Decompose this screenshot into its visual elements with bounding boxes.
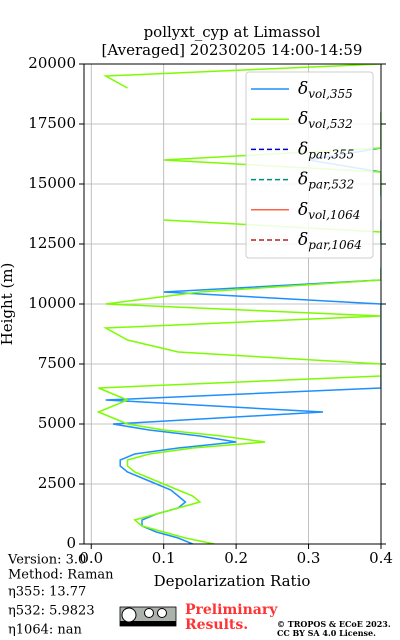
notice: Results. xyxy=(185,617,248,633)
y-tick-label: 12500 xyxy=(28,234,76,252)
license-logo xyxy=(119,606,177,627)
y-axis-label: Height (m) xyxy=(0,263,16,346)
y-tick-label: 0 xyxy=(66,534,76,552)
annotation: η355: 13.77 xyxy=(8,585,86,600)
chart-title: pollyxt_cyp at Limassol xyxy=(144,23,321,41)
notice: Preliminary xyxy=(185,602,278,618)
x-axis-label: Depolarization Ratio xyxy=(154,572,311,590)
y-tick-label: 10000 xyxy=(28,294,76,312)
x-tick-label: 0.3 xyxy=(297,549,321,567)
y-tick-label: 15000 xyxy=(28,174,76,192)
legend-label: δpar,1064 xyxy=(298,230,362,252)
x-tick-label: 0.1 xyxy=(152,549,176,567)
x-tick-label: 0.2 xyxy=(224,549,248,567)
legend-label: δvol,1064 xyxy=(298,199,360,221)
legend-label: δpar,532 xyxy=(298,169,354,191)
y-tick-label: 17500 xyxy=(28,114,76,132)
x-tick-label: 0.4 xyxy=(369,549,393,567)
annotation: η1064: nan xyxy=(8,623,83,638)
data-line xyxy=(96,64,381,544)
y-tick-label: 5000 xyxy=(38,414,76,432)
copyright: © TROPOS & ECoE 2023. xyxy=(277,619,391,629)
y-tick-label: 7500 xyxy=(38,354,76,372)
y-tick-label: 20000 xyxy=(28,54,76,72)
annotation: Version: 3.0 xyxy=(7,553,86,568)
annotation: η532: 5.9823 xyxy=(8,604,95,619)
legend-label: δvol,532 xyxy=(298,109,353,131)
annotation: Method: Raman xyxy=(8,568,114,583)
chart-title: [Averaged] 20230205 14:00-14:59 xyxy=(102,41,363,59)
legend-label: δvol,355 xyxy=(298,79,353,101)
x-tick-label: 0.0 xyxy=(79,549,103,567)
legend-label: δpar,355 xyxy=(298,139,354,161)
y-tick-label: 2500 xyxy=(38,474,76,492)
copyright: CC BY SA 4.0 License. xyxy=(277,628,376,638)
